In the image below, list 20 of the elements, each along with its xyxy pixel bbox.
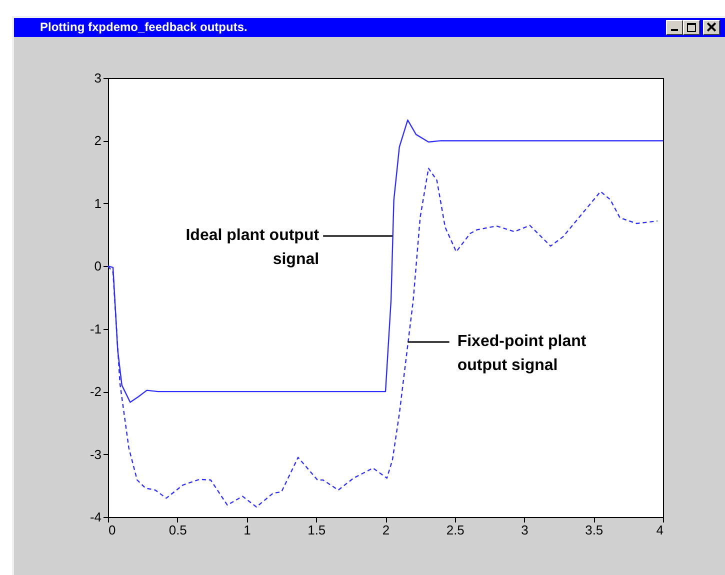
y-tick-label: -2	[90, 384, 102, 400]
x-tick-label: 1	[244, 522, 251, 538]
x-tick-label: 3.5	[585, 522, 604, 538]
y-tick-label: 2	[94, 133, 102, 148]
annotation: Fixed-point plant output signal	[457, 333, 587, 374]
x-tick-label: 4	[656, 522, 664, 538]
x-tick-label: 3	[521, 522, 528, 538]
y-tick-label: 3	[94, 70, 102, 86]
x-tick-label: 1.5	[308, 522, 326, 538]
chart-title: Plotting fxpdemo_feedback outputs.	[40, 20, 248, 35]
x-tick-label: 0	[108, 522, 116, 538]
y-tick-label: 1	[94, 196, 102, 211]
annotation: Ideal plant output signal	[186, 227, 320, 268]
y-tick-label: -1	[90, 321, 102, 336]
x-tick-label: 2	[382, 522, 390, 538]
y-tick-label: -3	[90, 446, 102, 462]
x-tick-label: 0.5	[168, 522, 187, 538]
y-tick-label: 0	[94, 258, 102, 274]
x-tick-label: 2.5	[446, 522, 464, 538]
y-tick-label: -4	[90, 510, 102, 524]
